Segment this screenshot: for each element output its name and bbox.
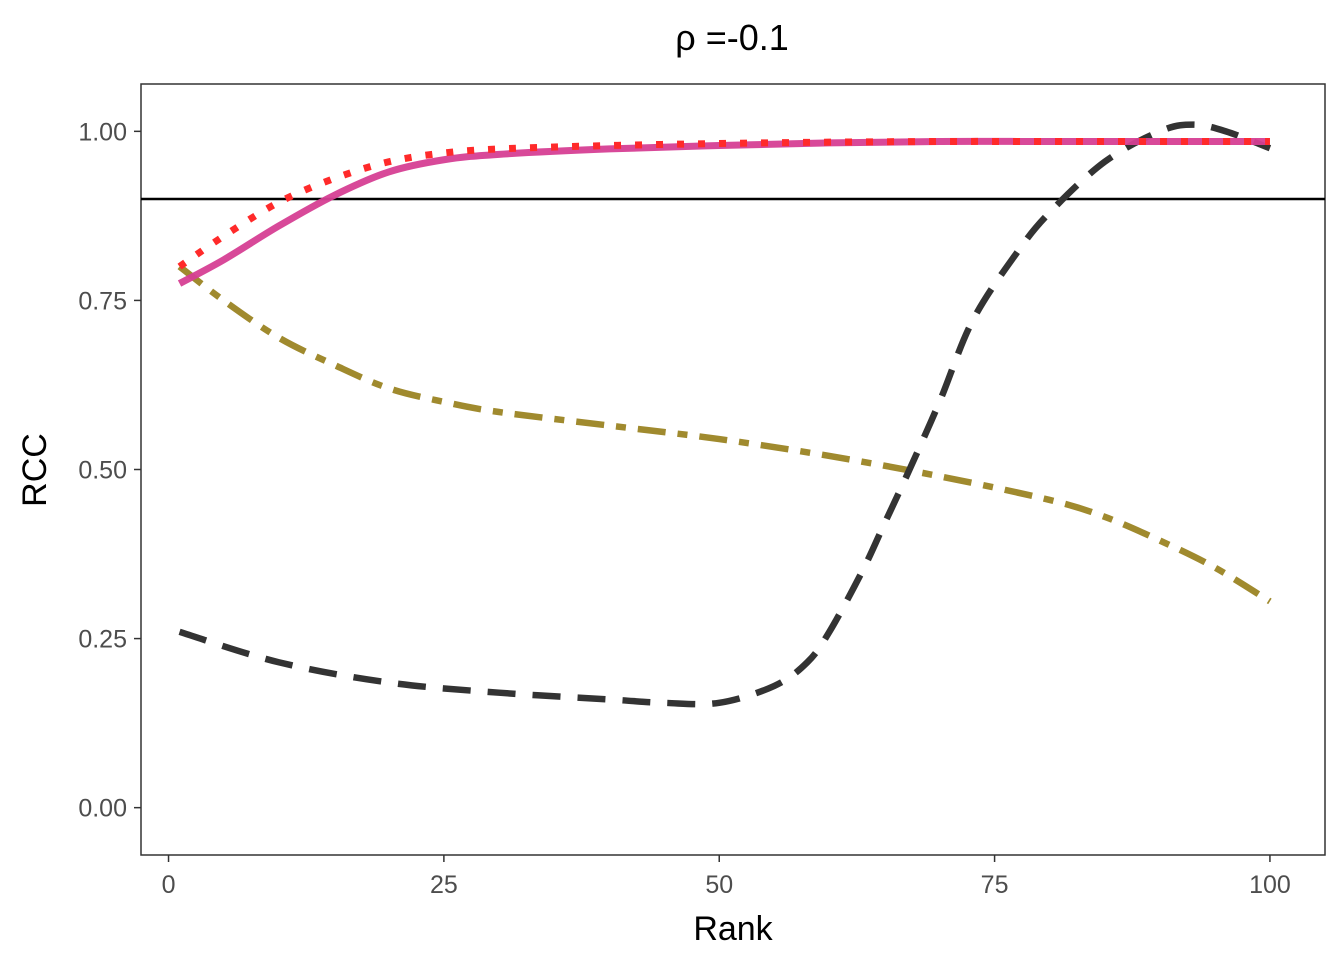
y-tick-label: 0.25 [78,626,127,654]
plot-panel [140,83,1326,856]
x-tick-label: 100 [1249,871,1291,899]
x-tick-label: 75 [981,871,1009,899]
chart-title: ρ =-0.1 [675,17,789,58]
y-axis-label: RCC [16,433,54,507]
y-tick-label: 0.75 [78,287,127,315]
x-axis-label: Rank [693,910,773,948]
axes-layer: 0 25 50 75 100 0.00 0.25 0.50 0.75 1.00 [78,118,1290,899]
series-layer [141,121,1325,708]
series-line-red-dotted [177,137,1270,270]
y-tick-label: 1.00 [78,118,127,146]
x-tick-label: 50 [705,871,733,899]
series-line-olive-dashdot [177,264,1272,605]
y-tick-label: 0.00 [78,795,127,823]
x-tick-label: 0 [162,871,176,899]
y-tick-label: 0.50 [78,457,127,485]
series-line-black-dashed [178,121,1272,708]
x-tick-label: 25 [430,871,458,899]
